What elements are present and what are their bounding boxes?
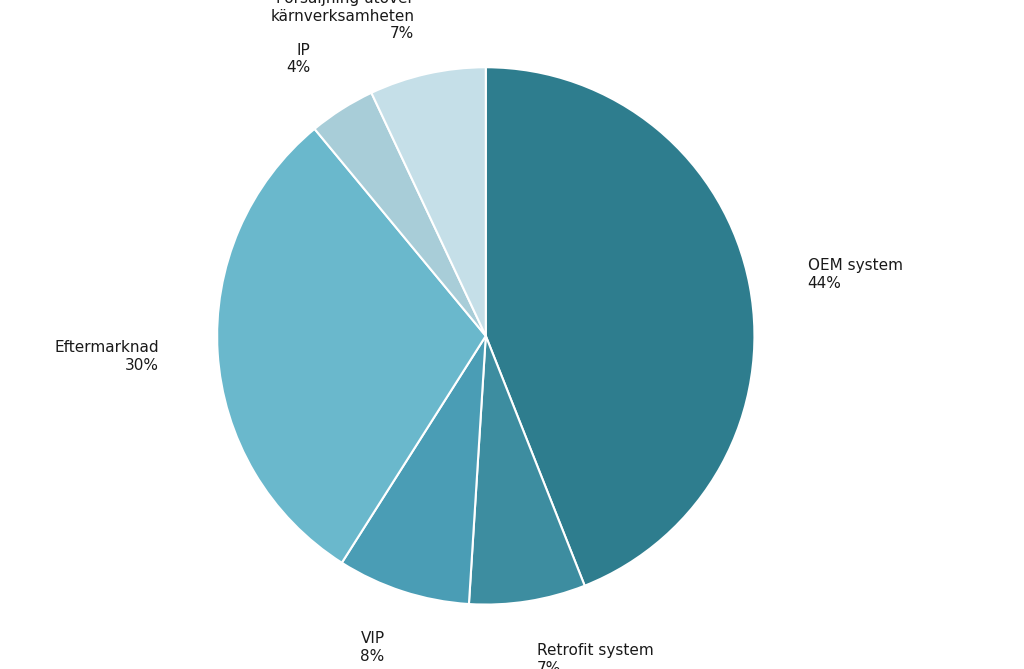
Wedge shape xyxy=(342,336,485,604)
Wedge shape xyxy=(314,93,485,336)
Text: Försäljning utöver
kärnverksamheten
7%: Försäljning utöver kärnverksamheten 7% xyxy=(270,0,415,41)
Wedge shape xyxy=(485,68,755,585)
Wedge shape xyxy=(469,336,585,605)
Text: Eftermarknad
30%: Eftermarknad 30% xyxy=(54,341,159,373)
Text: Retrofit system
7%: Retrofit system 7% xyxy=(537,644,653,669)
Text: OEM system
44%: OEM system 44% xyxy=(808,258,903,291)
Text: IP
4%: IP 4% xyxy=(286,43,310,76)
Wedge shape xyxy=(372,68,485,336)
Text: VIP
8%: VIP 8% xyxy=(360,632,384,664)
Wedge shape xyxy=(217,129,485,563)
